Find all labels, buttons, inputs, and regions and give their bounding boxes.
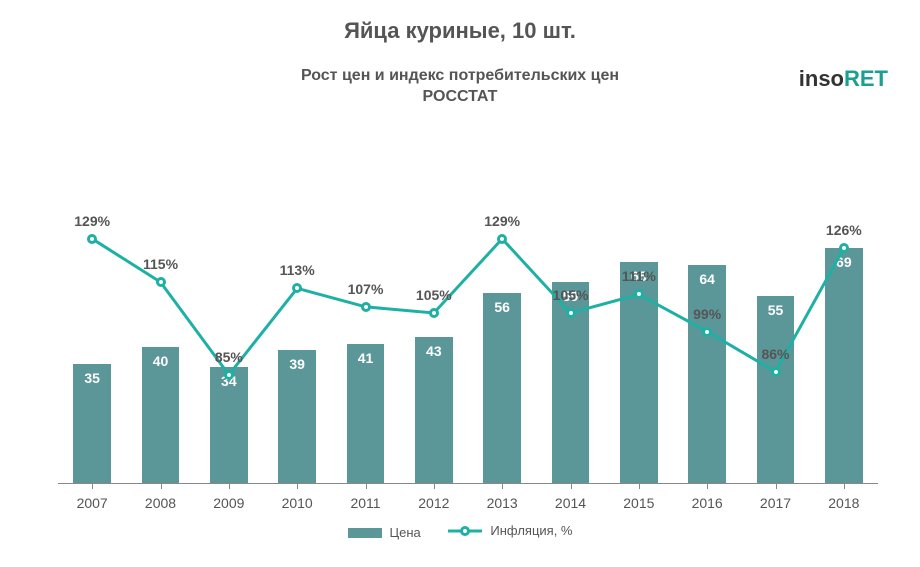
x-axis-label: 2018 xyxy=(828,495,859,511)
x-axis-label: 2017 xyxy=(760,495,791,511)
legend-item-bar: Цена xyxy=(348,525,421,540)
line-marker xyxy=(224,370,234,380)
line-marker xyxy=(566,308,576,318)
x-axis-label: 2012 xyxy=(418,495,449,511)
x-tick xyxy=(776,483,777,489)
x-tick xyxy=(502,483,503,489)
chart-subtitle: Рост цен и индекс потребительских цен РО… xyxy=(0,66,920,108)
x-axis-label: 2011 xyxy=(350,495,380,511)
subtitle-line1: Рост цен и индекс потребительских цен xyxy=(0,66,920,87)
line-value-label: 86% xyxy=(761,346,789,362)
line-value-label: 126% xyxy=(826,222,862,238)
line-value-label: 107% xyxy=(348,281,384,297)
line-marker xyxy=(156,277,166,287)
line-marker xyxy=(771,367,781,377)
line-marker xyxy=(87,234,97,244)
logo-part2: RET xyxy=(844,66,888,91)
x-tick xyxy=(297,483,298,489)
line-marker xyxy=(292,283,302,293)
x-tick xyxy=(571,483,572,489)
x-axis-label: 2010 xyxy=(282,495,313,511)
x-axis-label: 2009 xyxy=(213,495,244,511)
line-value-label: 85% xyxy=(215,349,243,365)
x-tick xyxy=(707,483,708,489)
x-tick xyxy=(844,483,845,489)
x-tick xyxy=(229,483,230,489)
line-marker xyxy=(429,308,439,318)
legend-bar-label: Цена xyxy=(390,525,421,540)
x-axis-label: 2008 xyxy=(145,495,176,511)
x-tick xyxy=(366,483,367,489)
x-tick xyxy=(434,483,435,489)
chart-title: Яйца куриные, 10 шт. xyxy=(0,18,920,44)
x-axis-label: 2013 xyxy=(487,495,518,511)
logo: insoRET xyxy=(799,66,888,92)
line-marker xyxy=(497,234,507,244)
chart-plot-area: 354034394143565965645569 129%115%85%113%… xyxy=(58,143,878,483)
line-value-label: 105% xyxy=(553,287,589,303)
bar-swatch-icon xyxy=(348,528,382,538)
line-value-label: 129% xyxy=(74,213,110,229)
line-value-label: 129% xyxy=(484,213,520,229)
x-axis-label: 2015 xyxy=(623,495,654,511)
x-axis-label: 2014 xyxy=(555,495,586,511)
legend: Цена Инфляция, % xyxy=(0,523,920,541)
legend-line-label: Инфляция, % xyxy=(490,523,572,538)
subtitle-line2: РОССТАТ xyxy=(0,87,920,108)
line-marker xyxy=(634,289,644,299)
labels-layer: 129% 115% 85% 113% 107% 105% 129% 105% 111% 99% 86… xyxy=(58,143,878,483)
x-axis-label: 2016 xyxy=(692,495,723,511)
x-tick xyxy=(161,483,162,489)
line-value-label: 111% xyxy=(622,268,656,284)
x-axis-label: 2007 xyxy=(77,495,108,511)
line-marker xyxy=(839,243,849,253)
logo-part1: inso xyxy=(799,66,844,91)
line-value-label: 105% xyxy=(416,287,452,303)
line-value-label: 99% xyxy=(693,306,721,322)
line-marker xyxy=(361,302,371,312)
line-value-label: 115% xyxy=(143,256,178,272)
line-marker xyxy=(702,327,712,337)
x-tick xyxy=(639,483,640,489)
x-axis-line xyxy=(58,483,878,484)
line-value-label: 113% xyxy=(280,262,315,278)
line-swatch-icon xyxy=(448,524,482,538)
x-tick xyxy=(92,483,93,489)
legend-item-line: Инфляция, % xyxy=(448,523,572,538)
